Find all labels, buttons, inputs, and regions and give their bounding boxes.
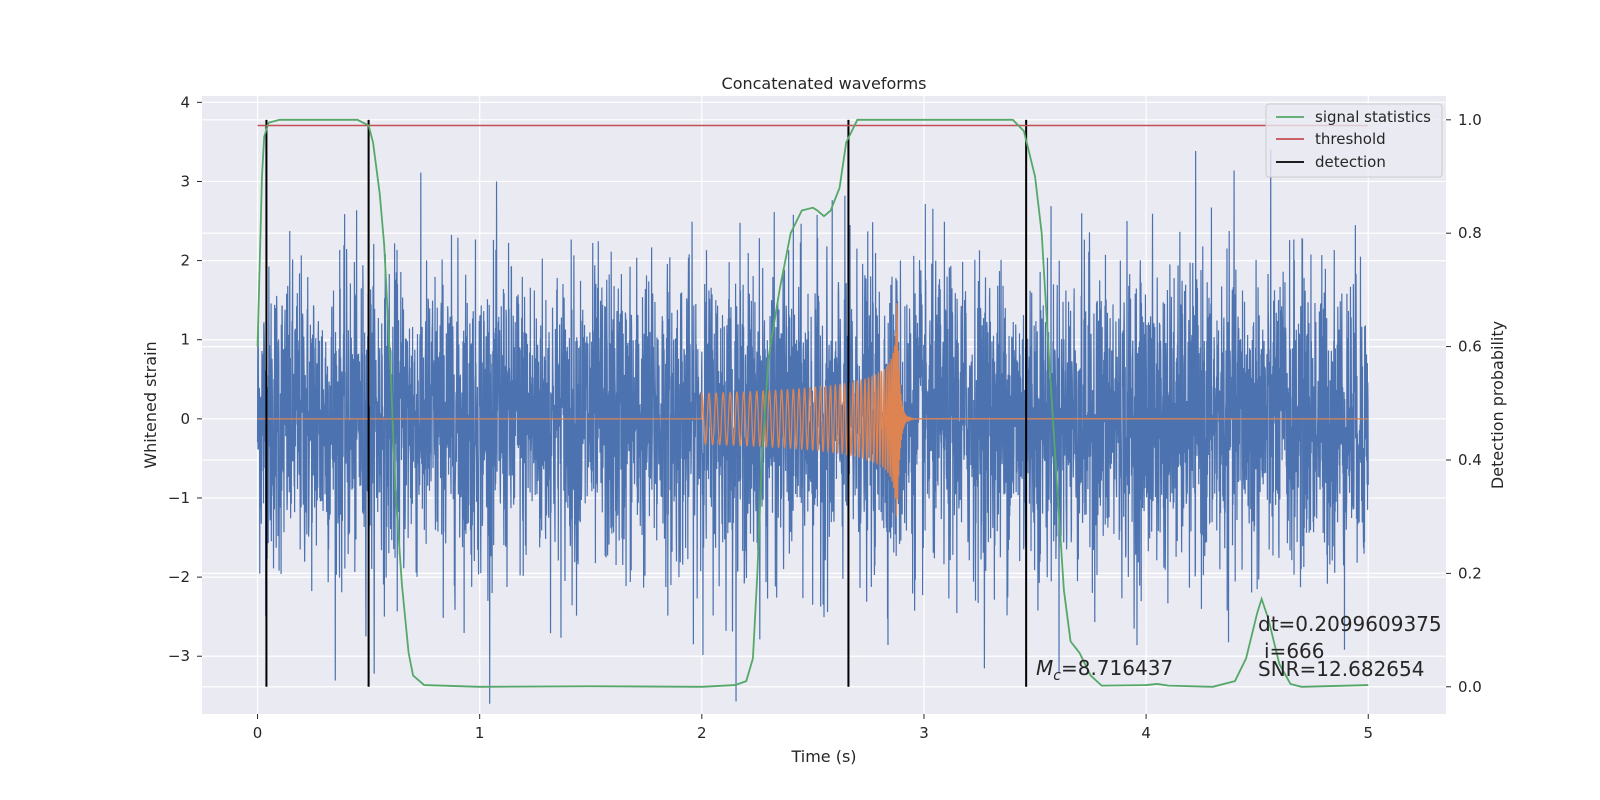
plot-content (256, 118, 1369, 704)
legend-box (1265, 103, 1443, 178)
signal-statistics-line (256, 118, 1369, 688)
x-tick-label: 4 (1141, 724, 1151, 742)
detection-lines (265, 119, 1028, 687)
x-axis-label: Time (s) (790, 747, 856, 766)
x-axis-ticks: 0 1 2 3 4 5 (253, 714, 1373, 742)
y-tick-label: −1 (168, 489, 190, 507)
y-tick-label: 2 (180, 252, 190, 270)
legend-label-detection: detection (1315, 153, 1386, 171)
y2-tick-label: 0.6 (1458, 338, 1482, 356)
chart-title: Concatenated waveforms (722, 74, 927, 93)
x-tick-label: 2 (697, 724, 707, 742)
y-tick-label: −2 (168, 568, 190, 586)
annotations: Mc=8.716437 dt=0.2099609375 i=666 SNR=12… (1036, 612, 1442, 684)
y2-axis-ticks: 0.0 0.2 0.4 0.6 0.8 1.0 (1446, 111, 1482, 696)
x-tick-label: 0 (253, 724, 263, 742)
y2-tick-label: 0.8 (1458, 224, 1482, 242)
chirp-mass-annotation: Mc=8.716437 (1036, 656, 1173, 684)
y-tick-label: −3 (168, 647, 190, 665)
y-tick-label: 4 (180, 93, 190, 111)
y2-tick-label: 1.0 (1458, 111, 1482, 129)
dt-annotation: dt=0.2099609375 (1258, 612, 1442, 636)
x-tick-label: 3 (919, 724, 929, 742)
legend: signal statistics threshold detection (1265, 103, 1443, 178)
y2-tick-label: 0.0 (1458, 678, 1482, 696)
mc-value: =8.716437 (1061, 656, 1173, 680)
x-tick-label: 1 (475, 724, 485, 742)
legend-label-threshold: threshold (1315, 130, 1386, 148)
injected-signal-series (257, 303, 1369, 517)
y-axis-label: Whitened strain (141, 341, 160, 468)
mc-subscript: c (1053, 668, 1061, 684)
y-tick-label: 0 (180, 410, 190, 428)
y-tick-label: 1 (180, 331, 190, 349)
x-tick-label: 5 (1363, 724, 1373, 742)
y2-axis-label: Detection probability (1488, 321, 1507, 489)
legend-label-signal-statistics: signal statistics (1315, 108, 1431, 126)
mc-symbol: M (1036, 656, 1053, 680)
snr-annotation: SNR=12.682654 (1258, 657, 1424, 681)
y-axis-ticks: −3 −2 −1 0 1 2 3 4 (168, 93, 202, 665)
index-annotation: i=666 (1264, 639, 1325, 663)
y2-tick-label: 0.4 (1458, 451, 1482, 469)
noise-series (256, 149, 1369, 704)
y-tick-label: 3 (180, 172, 190, 190)
y2-tick-label: 0.2 (1458, 564, 1482, 582)
